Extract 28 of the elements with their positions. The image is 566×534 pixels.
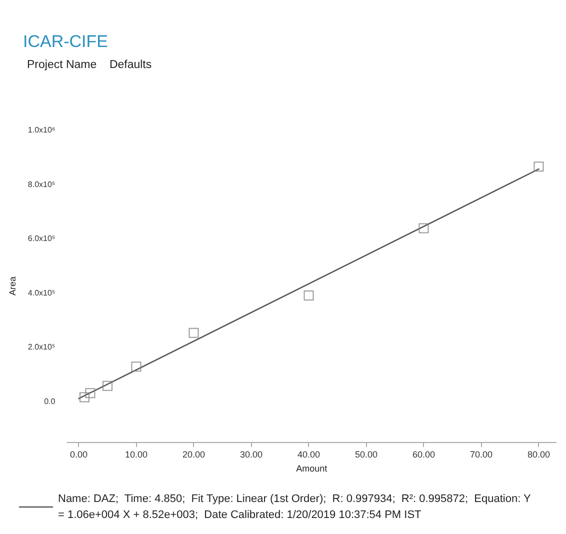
y-axis-title: Area <box>8 276 18 296</box>
point <box>188 328 199 338</box>
x-tick-label: 50.00 <box>354 450 378 460</box>
x-axis-title: Amount <box>296 464 328 474</box>
x-tick-label: 60.00 <box>412 450 436 460</box>
y-tick-label: 6.0x10⁵ <box>28 234 56 244</box>
y-tick-label: 2.0x10⁵ <box>28 342 56 352</box>
point <box>79 392 90 402</box>
chart-subtitle: Project Name Defaults <box>27 59 152 71</box>
point <box>304 290 314 300</box>
y-tick-label: 8.0x10⁵ <box>28 180 56 189</box>
y-tick-label: 4.0x10⁵ <box>28 288 56 298</box>
x-tick-label: 40.00 <box>297 450 320 460</box>
x-tick-label: 0.00 <box>70 450 88 460</box>
point <box>131 362 142 372</box>
x-tick-label: 10.00 <box>124 450 148 460</box>
point <box>85 388 96 398</box>
x-tick-label: 70.00 <box>470 450 493 460</box>
point <box>102 380 112 391</box>
x-tick-label: 30.00 <box>240 450 263 460</box>
y-tick-label: 1.0x10⁶ <box>28 126 56 134</box>
x-tick-label: 20.00 <box>182 450 206 460</box>
x-tick-label: 80.00 <box>527 450 550 460</box>
legend-label: Name: DAZ; Time: 4.850; Fit Type: Linear (1st Order); R: 0.997934; R²: 0.995872; Equation: Y = 1.06e+004 X + 8.52e+003; Date Calibrated: 1/20/2019 10:37:54 PM IST <box>58 493 534 521</box>
point <box>534 162 544 172</box>
point <box>418 223 429 234</box>
y-tick-label: 0.0 <box>44 396 56 406</box>
chart-title: ICAR-CIFE <box>23 32 108 51</box>
